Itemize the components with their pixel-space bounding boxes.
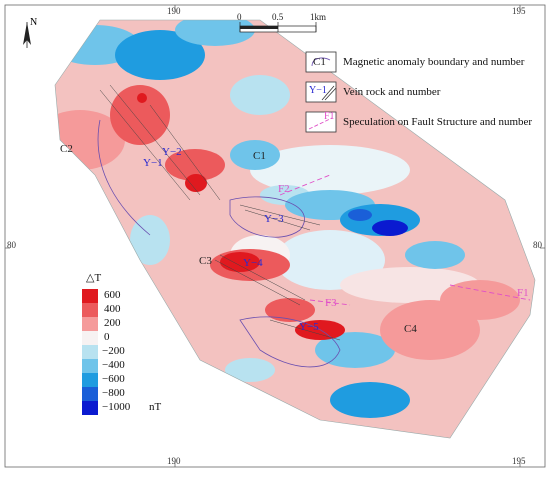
colorbar-label-0: 0 (104, 331, 110, 343)
north-label: N (30, 17, 38, 28)
tick-right-80: 80 (533, 240, 542, 250)
grid-ticks (5, 5, 545, 467)
colorbar-unit: nT (149, 401, 162, 413)
legend-symbol-c1: C1 (313, 56, 326, 68)
legend-text-vein: Vein rock and number (343, 86, 441, 98)
colorbar-swatches (82, 289, 98, 415)
anomaly-label-c3: C3 (199, 255, 212, 267)
tick-left-80: 80 (7, 240, 16, 250)
anomaly-label-c4: C4 (404, 323, 417, 335)
vein-label-y5: Y−5 (299, 321, 319, 333)
vein-label-y3: Y−3 (264, 213, 284, 225)
colorbar-label-neg800: −800 (102, 387, 125, 399)
legend-symbol-y1: Y−1 (309, 85, 327, 96)
north-arrow-icon (23, 22, 31, 48)
scale-label-half: 0.5 (272, 12, 284, 22)
colorbar-label-600: 600 (104, 289, 121, 301)
legend-symbol-f1: F1 (324, 111, 335, 122)
map-frame (4, 4, 546, 468)
legend-text-anomaly: Magnetic anomaly boundary and number (343, 56, 525, 68)
legend-symbols (305, 51, 337, 133)
colorbar-label-neg1000: −1000 (102, 401, 131, 413)
tick-top-190: 190 (167, 6, 181, 16)
colorbar-title: △T (86, 272, 102, 284)
anomaly-boundaries (97, 119, 341, 368)
anomaly-label-c1: C1 (253, 150, 266, 162)
scale-label-0: 0 (237, 12, 242, 22)
vein-rocks (99, 84, 341, 341)
fault-label-f2: F2 (278, 183, 290, 195)
scale-label-1km: 1km (310, 12, 327, 22)
fault-label-f3: F3 (325, 297, 337, 309)
colorbar-label-neg400: −400 (102, 359, 125, 371)
tick-bottom-195: 195 (512, 456, 526, 466)
colorbar-label-400: 400 (104, 303, 121, 315)
colorbar-label-200: 200 (104, 317, 121, 329)
legend-text-fault: Speculation on Fault Structure and numbe… (343, 116, 533, 128)
fault-structures (279, 174, 531, 306)
scale-bar (239, 22, 317, 33)
vein-label-y2: Y−2 (162, 146, 182, 158)
anomaly-label-c2: C2 (60, 143, 73, 155)
vein-label-y1: Y−1 (143, 157, 163, 169)
colorbar-label-neg200: −200 (102, 345, 125, 357)
tick-top-195: 195 (512, 6, 526, 16)
survey-outline (54, 19, 536, 439)
fault-label-f1: F1 (517, 287, 529, 299)
tick-bottom-190: 190 (167, 456, 181, 466)
colorbar-label-neg600: −600 (102, 373, 125, 385)
vein-label-y4: Y−4 (243, 257, 263, 269)
